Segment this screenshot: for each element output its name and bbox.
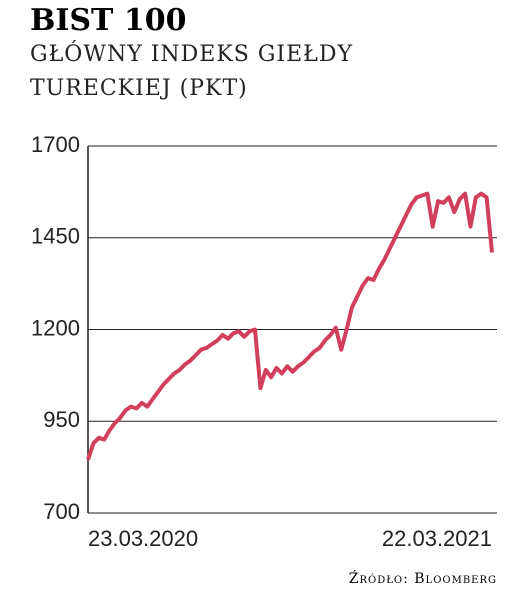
x-tick-label: 22.03.2021 xyxy=(382,526,492,551)
y-tick-label: 1700 xyxy=(31,132,80,157)
source: Źródło: Bloomberg xyxy=(349,569,497,587)
y-tick-label: 700 xyxy=(43,499,80,524)
chart-subtitle: GŁÓWNY INDEKS GIEŁDY TURECKIEJ (PKT) xyxy=(30,42,354,101)
y-tick-label: 1200 xyxy=(31,315,80,340)
y-tick-label: 1450 xyxy=(31,224,80,249)
subtitle-box: GŁÓWNY INDEKS GIEŁDY TURECKIEJ (PKT) xyxy=(30,42,354,101)
chart-title: BIST 100 xyxy=(30,3,186,38)
y-tick-label: 950 xyxy=(43,407,80,432)
x-tick-label: 23.03.2020 xyxy=(88,526,198,551)
line-series xyxy=(86,191,494,461)
